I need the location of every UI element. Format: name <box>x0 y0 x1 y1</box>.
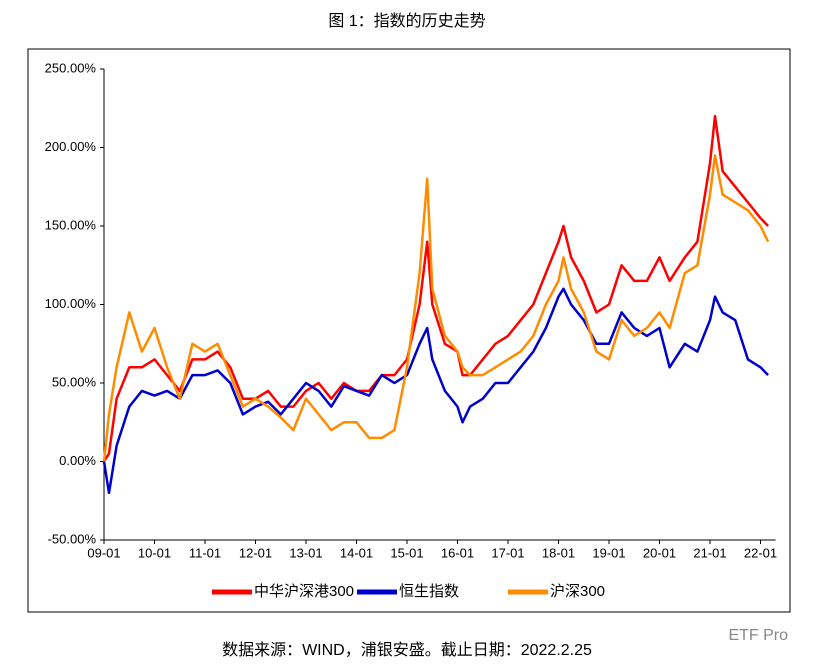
y-tick-label: 100.00% <box>45 296 97 311</box>
chart-frame <box>27 48 791 613</box>
source-note: 数据来源：WIND，浦银安盛。截止日期：2022.2.25 <box>222 641 592 659</box>
y-tick-label: 200.00% <box>45 139 97 154</box>
watermark: ETF Pro <box>728 627 788 644</box>
x-tick-label: 16-01 <box>441 545 474 560</box>
series-line <box>102 154 770 462</box>
x-tick-label: 10-01 <box>138 545 171 560</box>
x-tick-label: 17-01 <box>491 545 524 560</box>
x-tick-label: 12-01 <box>239 545 272 560</box>
y-tick-label: 0.00% <box>59 453 96 468</box>
x-tick-label: 18-01 <box>542 545 575 560</box>
legend-label: 恒生指数 <box>399 583 459 600</box>
x-tick-label: 19-01 <box>592 545 625 560</box>
x-tick-label: 21-01 <box>693 545 726 560</box>
legend-label: 中华沪深港300 <box>254 583 354 600</box>
y-tick-label: -50.00% <box>48 531 97 546</box>
y-tick-label: 50.00% <box>52 374 97 389</box>
y-tick-label: 150.00% <box>45 217 97 232</box>
series-line <box>102 114 770 463</box>
x-tick-label: 20-01 <box>643 545 676 560</box>
x-tick-label: 13-01 <box>289 545 322 560</box>
y-tick-label: 250.00% <box>45 60 97 75</box>
series-line <box>102 287 769 495</box>
legend-label: 沪深300 <box>550 583 605 600</box>
chart-title: 图 1：指数的历史走势 <box>328 12 485 30</box>
x-tick-label: 15-01 <box>390 545 423 560</box>
x-tick-label: 09-01 <box>87 545 120 560</box>
x-tick-label: 22-01 <box>744 545 777 560</box>
x-tick-label: 11-01 <box>189 545 221 560</box>
x-tick-label: 14-01 <box>340 545 373 560</box>
